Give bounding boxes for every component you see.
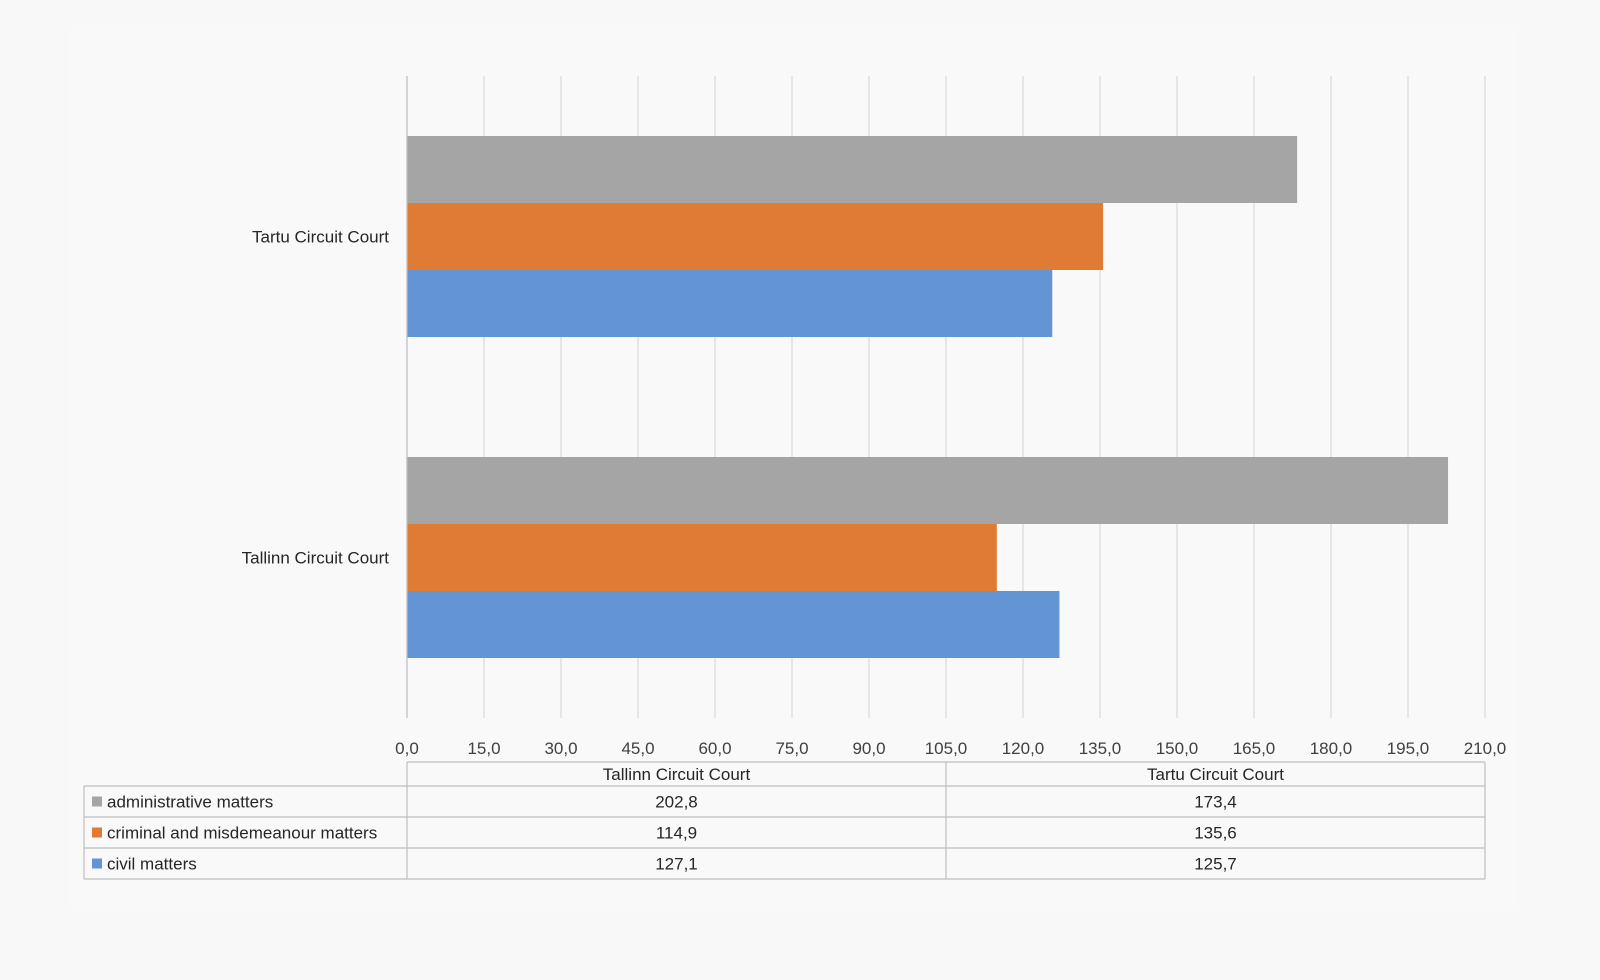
x-tick-label: 180,0 — [1310, 739, 1353, 758]
x-tick-label: 105,0 — [925, 739, 968, 758]
legend-swatch — [92, 796, 102, 807]
table-value: 202,8 — [655, 793, 698, 812]
table-value: 127,1 — [655, 855, 698, 874]
x-tick-label: 165,0 — [1233, 739, 1276, 758]
legend-label: civil matters — [107, 855, 197, 874]
category-label: Tartu Circuit Court — [252, 228, 389, 247]
table-value: 114,9 — [656, 824, 697, 843]
bar-administrative-matters-Tartu-Circuit-Court — [407, 136, 1298, 203]
x-tick-label: 0,0 — [395, 739, 419, 758]
bar-criminal-and-misdemeanour-matters-Tartu-Circuit-Court — [407, 203, 1104, 270]
table-header: Tallinn Circuit Court — [603, 765, 751, 784]
x-tick-label: 30,0 — [544, 739, 577, 758]
bar-civil-matters-Tartu-Circuit-Court — [407, 270, 1053, 337]
table-value: 125,7 — [1194, 855, 1237, 874]
x-tick-label: 45,0 — [621, 739, 654, 758]
x-tick-label: 75,0 — [775, 739, 808, 758]
table-value: 135,6 — [1194, 824, 1237, 843]
bar-administrative-matters-Tallinn-Circuit-Court — [407, 457, 1449, 524]
x-tick-label: 90,0 — [852, 739, 885, 758]
x-tick-label: 120,0 — [1002, 739, 1045, 758]
legend-swatch — [92, 827, 102, 838]
x-tick-label: 210,0 — [1464, 739, 1507, 758]
x-tick-label: 195,0 — [1387, 739, 1430, 758]
bar-criminal-and-misdemeanour-matters-Tallinn-Circuit-Court — [407, 524, 997, 591]
legend-label: administrative matters — [107, 793, 273, 812]
category-label: Tallinn Circuit Court — [242, 549, 390, 568]
table-header: Tartu Circuit Court — [1147, 765, 1284, 784]
bar-civil-matters-Tallinn-Circuit-Court — [407, 591, 1060, 658]
x-tick-label: 15,0 — [467, 739, 500, 758]
legend-label: criminal and misdemeanour matters — [107, 824, 377, 843]
x-tick-label: 150,0 — [1156, 739, 1199, 758]
legend-swatch — [92, 858, 102, 869]
x-tick-label: 60,0 — [698, 739, 731, 758]
x-tick-label: 135,0 — [1079, 739, 1122, 758]
table-value: 173,4 — [1194, 793, 1237, 812]
